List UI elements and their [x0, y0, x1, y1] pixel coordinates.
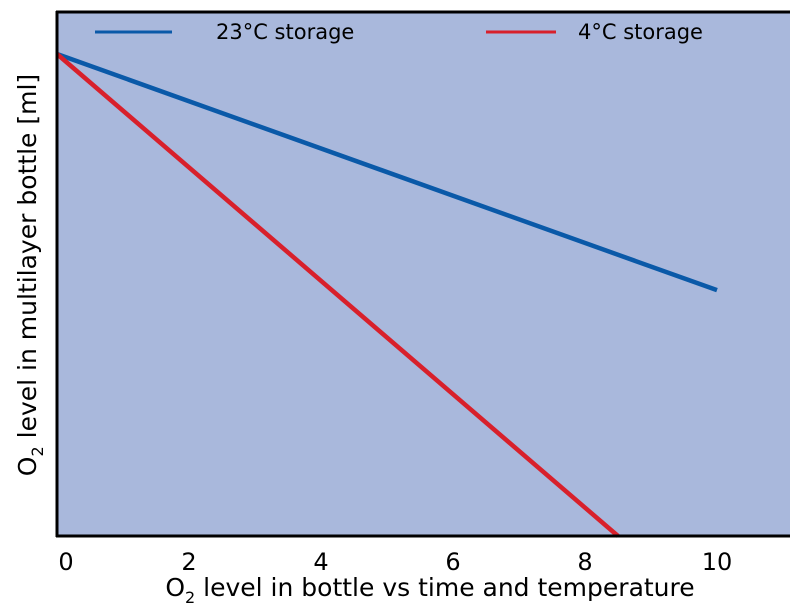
series-layer [55, 51, 718, 538]
x-axis-title-rest: level in bottle vs time and temperature [195, 573, 694, 602]
legend: 23°C storage 4°C storage [95, 20, 703, 44]
y-axis-title-main: O [13, 457, 42, 477]
x-tick-label-4: 4 [313, 548, 328, 576]
legend-label-1: 23°C storage [216, 20, 354, 44]
x-axis-title: O2 level in bottle vs time and temperatu… [165, 573, 694, 605]
y-axis-title: O2 level in multilayer bottle [ml] [13, 74, 47, 476]
legend-label-2: 4°C storage [578, 20, 703, 44]
series-line-2 [55, 52, 620, 538]
x-tick-label-0: 0 [58, 548, 73, 576]
plot-area [57, 12, 790, 536]
series-line-1 [56, 51, 718, 293]
x-axis-title-subscript: 2 [185, 588, 195, 605]
x-tick-labels: 0 2 4 6 8 10 [58, 548, 732, 576]
x-tick-label-8: 8 [577, 548, 592, 576]
x-tick-label-2: 2 [181, 548, 196, 576]
x-axis-title-main: O [165, 573, 185, 602]
x-tick-label-6: 6 [445, 548, 460, 576]
x-tick-label-10: 10 [702, 548, 733, 576]
y-axis-title-rest: level in multilayer bottle [ml] [13, 74, 42, 447]
y-axis-title-subscript: 2 [28, 446, 47, 456]
